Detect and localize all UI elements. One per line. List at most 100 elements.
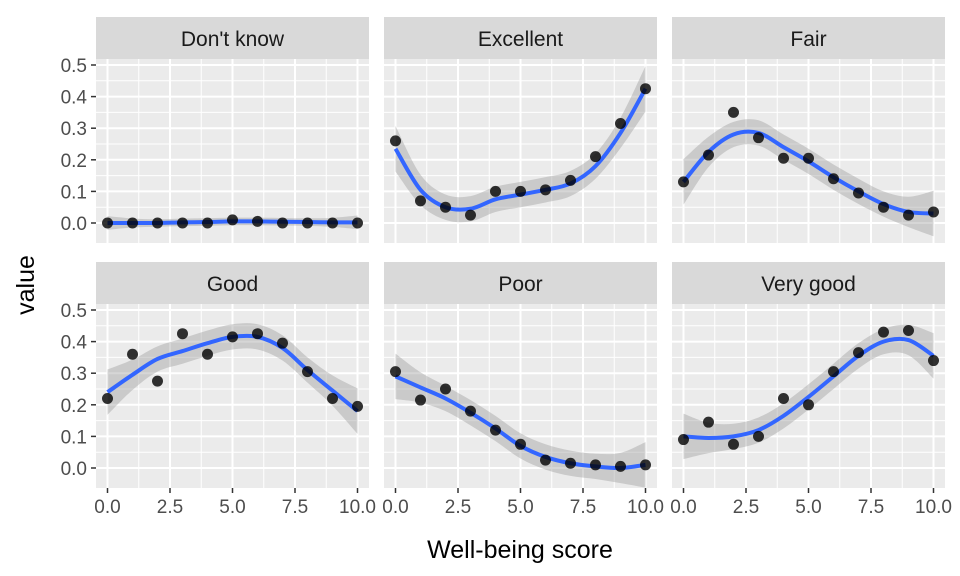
data-point (415, 394, 426, 406)
facet-strip (384, 17, 657, 59)
data-point (678, 434, 689, 446)
y-tick-label: 0.3 (61, 364, 87, 385)
data-point (465, 405, 476, 417)
data-point (728, 106, 739, 118)
data-point (928, 206, 939, 218)
data-point (415, 195, 426, 207)
data-point (352, 400, 363, 412)
data-point (252, 215, 263, 227)
x-tick-label: 10.0 (627, 497, 664, 518)
data-point (678, 176, 689, 188)
confidence-band (107, 323, 358, 434)
data-point (302, 366, 313, 378)
x-axis-title: Well-being score (427, 536, 613, 564)
data-point (440, 201, 451, 213)
data-point (327, 392, 338, 404)
data-point (327, 217, 338, 229)
x-tick-label: 2.5 (445, 497, 471, 518)
data-point (490, 185, 501, 197)
y-tick-label: 0.1 (61, 182, 87, 203)
data-point (102, 392, 113, 404)
data-point (227, 331, 238, 343)
x-tick-label: 7.5 (282, 497, 308, 518)
data-point (828, 366, 839, 378)
facet-panel: Excellent (384, 17, 657, 243)
data-point (803, 399, 814, 411)
data-point (590, 151, 601, 163)
facet-strip (672, 17, 945, 59)
data-point (177, 217, 188, 229)
data-point (390, 135, 401, 147)
data-point (227, 214, 238, 226)
data-point (565, 174, 576, 186)
data-point (928, 355, 939, 367)
data-point (853, 347, 864, 359)
data-point (202, 348, 213, 360)
y-tick-label: 0.0 (61, 214, 87, 235)
data-point (615, 117, 626, 129)
facet-panel: Poor 0.0 2.5 5.0 7.5 10.0 (382, 262, 664, 518)
y-tick-label: 0.5 (61, 301, 87, 322)
facet-strip (96, 262, 369, 304)
x-tick-label: 5.0 (507, 497, 533, 518)
data-point (565, 457, 576, 469)
x-tick-label: 7.5 (570, 497, 596, 518)
data-point (640, 459, 651, 471)
y-tick-label: 0.1 (61, 427, 87, 448)
facet-strip (384, 262, 657, 304)
y-tick-label: 0.0 (61, 459, 87, 480)
data-point (590, 459, 601, 471)
facet-strip-label: Poor (498, 273, 542, 296)
facet-strip-label: Excellent (478, 28, 563, 51)
smooth-line (683, 336, 935, 440)
data-point (352, 217, 363, 229)
facet-panel: Very good 0.0 2.5 5.0 7.5 10.0 (670, 262, 952, 518)
data-point (753, 430, 764, 442)
y-tick-label: 0.2 (61, 396, 87, 417)
data-point (252, 328, 263, 340)
data-point (102, 217, 113, 229)
data-point (903, 209, 914, 221)
x-tick-label: 10.0 (339, 497, 376, 518)
data-point (177, 328, 188, 340)
x-tick-label: 5.0 (219, 497, 245, 518)
data-point (390, 366, 401, 378)
data-point (853, 187, 864, 199)
data-point (878, 201, 889, 213)
data-point (703, 149, 714, 161)
data-point (127, 217, 138, 229)
x-tick-label: 5.0 (795, 497, 821, 518)
confidence-band (395, 353, 646, 488)
x-tick-label: 2.5 (733, 497, 759, 518)
data-point (778, 392, 789, 404)
confidence-band (683, 119, 934, 237)
data-point (202, 217, 213, 229)
data-point (152, 375, 163, 387)
y-tick-label: 0.2 (61, 151, 87, 172)
y-tick-label: 0.4 (61, 88, 88, 109)
facet-strip-label: Fair (790, 28, 826, 51)
facet-strip (96, 17, 369, 59)
x-tick-label: 7.5 (858, 497, 884, 518)
data-point (640, 83, 651, 95)
data-point (540, 454, 551, 466)
x-tick-label: 10.0 (915, 497, 952, 518)
data-point (277, 337, 288, 349)
y-axis-title: value (12, 255, 40, 315)
data-point (803, 152, 814, 164)
data-point (753, 132, 764, 144)
facet-panel: Don't know 0.0 0.1 0.2 0.3 0.4 0.5 (61, 17, 369, 243)
data-point (615, 460, 626, 472)
data-point (728, 438, 739, 450)
data-point (277, 217, 288, 229)
data-point (903, 325, 914, 337)
facet-strip-label: Very good (761, 273, 856, 296)
facet-strip (672, 262, 945, 304)
data-point (490, 424, 501, 436)
data-point (878, 326, 889, 338)
data-point (515, 438, 526, 450)
x-tick-label: 0.0 (94, 497, 120, 518)
y-tick-label: 0.5 (61, 56, 87, 77)
confidence-band (395, 65, 646, 223)
